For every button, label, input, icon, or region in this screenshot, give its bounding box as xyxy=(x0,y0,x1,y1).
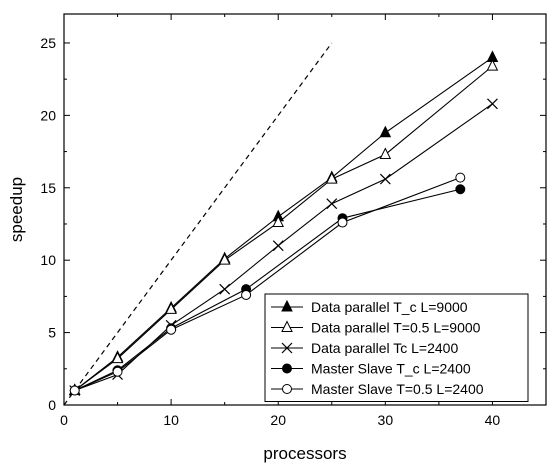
x-tick-label: 40 xyxy=(485,412,501,428)
y-tick-label: 20 xyxy=(40,107,56,123)
legend-marker xyxy=(282,363,292,374)
data-series xyxy=(68,50,499,396)
legend-item: Data parallel Tc L=2400 xyxy=(271,340,458,356)
cross-stroke xyxy=(487,98,498,110)
data-point xyxy=(325,171,338,184)
data-point xyxy=(337,217,348,228)
cross-stroke xyxy=(219,283,231,295)
y-tick-label: 25 xyxy=(40,35,56,51)
x-tick-label: 30 xyxy=(378,412,394,428)
cross-stroke xyxy=(379,173,391,185)
y-tick-label: 0 xyxy=(48,397,56,413)
data-point xyxy=(379,125,392,138)
legend-label: Master Slave T=0.5 L=2400 xyxy=(311,381,484,397)
data-point xyxy=(486,59,499,71)
data-point xyxy=(379,173,391,185)
series-line xyxy=(74,177,461,392)
y-tick-label: 15 xyxy=(40,180,56,196)
data-point xyxy=(241,289,252,300)
axis-tick-labels: 0 10 20 30 40 0 5 10 15 20 25 xyxy=(40,35,500,428)
legend-marker xyxy=(281,320,293,332)
series-line xyxy=(74,188,461,392)
series-line xyxy=(74,103,493,392)
legend-item: Master Slave T=0.5 L=2400 xyxy=(271,381,484,397)
cross-stroke xyxy=(281,342,293,354)
data-point xyxy=(455,172,466,183)
legend-box xyxy=(264,293,529,402)
cross-stroke xyxy=(272,240,284,252)
legend-label: Data parallel Tc L=2400 xyxy=(311,340,458,356)
legend-label: Data parallel T=0.5 L=9000 xyxy=(311,320,481,336)
legend-label: Data parallel T_c L=9000 xyxy=(311,299,468,315)
data-point xyxy=(111,351,124,364)
data-point xyxy=(487,98,498,110)
legend-marker xyxy=(282,384,292,394)
data-point xyxy=(379,147,392,159)
legend: Data parallel T_c L=9000 Data parallel T=… xyxy=(264,293,529,402)
x-tick-label: 10 xyxy=(163,412,179,428)
legend-label: Master Slave T_c L=2400 xyxy=(311,361,471,377)
y-tick-label: 10 xyxy=(40,252,56,268)
y-axis-title: speedup xyxy=(7,177,26,242)
legend-item: Data parallel T=0.5 L=9000 xyxy=(271,320,481,336)
x-tick-label: 20 xyxy=(270,412,286,428)
legend-marker xyxy=(281,342,293,354)
data-point xyxy=(219,283,231,295)
data-point xyxy=(166,324,177,335)
ideal-speedup-reference-line xyxy=(63,42,333,406)
legend-item: Data parallel T_c L=9000 xyxy=(271,299,468,315)
data-point xyxy=(272,215,285,228)
data-point xyxy=(326,198,338,210)
y-tick-label: 5 xyxy=(48,325,56,341)
series-line xyxy=(74,65,493,391)
data-point xyxy=(112,366,123,377)
data-point xyxy=(218,253,231,265)
legend-marker xyxy=(281,299,293,312)
data-point xyxy=(69,385,80,396)
x-axis-title: processors xyxy=(263,444,346,463)
legend-item: Master Slave T_c L=2400 xyxy=(271,361,471,377)
plot-area xyxy=(63,13,547,406)
series-line xyxy=(74,56,493,391)
data-point xyxy=(165,302,177,314)
cross-stroke xyxy=(326,198,338,210)
series-5 xyxy=(69,172,466,396)
x-tick-label: 0 xyxy=(60,412,68,428)
data-point xyxy=(272,240,284,252)
data-point xyxy=(455,184,466,195)
